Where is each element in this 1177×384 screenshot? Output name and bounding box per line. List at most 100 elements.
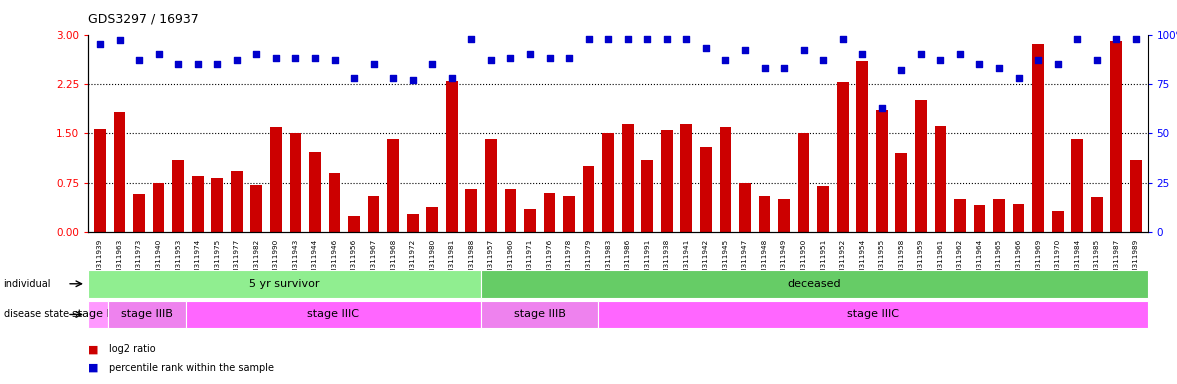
Bar: [212, 178, 224, 232]
Bar: [114, 113, 126, 232]
Bar: [837, 82, 849, 232]
Bar: [1071, 139, 1083, 232]
Bar: [94, 129, 106, 232]
Point: [638, 35, 657, 41]
Bar: [426, 207, 438, 232]
Point: [951, 51, 970, 58]
Point: [306, 55, 325, 61]
Point: [247, 51, 266, 58]
Point: [1088, 57, 1106, 63]
Text: stage IIIB: stage IIIB: [121, 310, 173, 319]
Bar: [465, 189, 477, 232]
Point: [149, 51, 168, 58]
Bar: [172, 160, 184, 232]
Point: [286, 55, 305, 61]
Point: [266, 55, 285, 61]
Bar: [661, 130, 672, 232]
Bar: [1012, 204, 1024, 232]
Point: [501, 55, 520, 61]
Bar: [133, 194, 145, 232]
Text: deceased: deceased: [787, 279, 840, 289]
Point: [990, 65, 1009, 71]
Bar: [700, 147, 712, 232]
Point: [1009, 75, 1028, 81]
Point: [168, 61, 187, 67]
Point: [91, 41, 109, 48]
Bar: [973, 205, 985, 232]
Text: stage IIIC: stage IIIC: [847, 310, 899, 319]
Point: [736, 47, 754, 53]
Point: [833, 35, 852, 41]
Bar: [1091, 197, 1103, 232]
Point: [325, 57, 344, 63]
Point: [756, 65, 774, 71]
Point: [579, 35, 598, 41]
Text: stage IIIC: stage IIIC: [307, 310, 359, 319]
Bar: [231, 171, 242, 232]
Bar: [1130, 160, 1142, 232]
Point: [813, 57, 832, 63]
Bar: [348, 216, 360, 232]
Bar: [524, 209, 536, 232]
Point: [423, 61, 441, 67]
Bar: [387, 139, 399, 232]
Point: [931, 57, 950, 63]
Text: stage IIIB: stage IIIB: [513, 310, 565, 319]
Point: [1029, 57, 1048, 63]
Point: [658, 35, 677, 41]
Bar: [621, 124, 633, 232]
Text: ■: ■: [88, 344, 99, 354]
Point: [443, 75, 461, 81]
Point: [774, 65, 793, 71]
Point: [911, 51, 930, 58]
Point: [599, 35, 618, 41]
Text: disease state: disease state: [4, 310, 68, 319]
Bar: [1110, 41, 1122, 232]
Bar: [857, 61, 869, 232]
Point: [208, 61, 227, 67]
Point: [1126, 35, 1145, 41]
Text: log2 ratio: log2 ratio: [109, 344, 157, 354]
Bar: [798, 134, 810, 232]
Bar: [935, 126, 946, 232]
Point: [520, 51, 539, 58]
Bar: [759, 196, 771, 232]
Bar: [993, 199, 1005, 232]
Bar: [310, 152, 321, 232]
Point: [129, 57, 148, 63]
Bar: [739, 183, 751, 232]
Point: [1106, 35, 1125, 41]
Point: [384, 75, 403, 81]
Point: [188, 61, 207, 67]
Point: [697, 45, 716, 51]
Bar: [290, 134, 301, 232]
Text: GDS3297 / 16937: GDS3297 / 16937: [88, 12, 199, 25]
Bar: [915, 101, 926, 232]
Bar: [270, 127, 281, 232]
Bar: [680, 124, 692, 232]
Bar: [817, 186, 829, 232]
Point: [540, 55, 559, 61]
Point: [404, 77, 423, 83]
Bar: [1032, 45, 1044, 232]
Text: stage IIIA: stage IIIA: [72, 310, 124, 319]
Text: ■: ■: [88, 363, 99, 373]
Bar: [192, 176, 204, 232]
Point: [461, 35, 480, 41]
Bar: [367, 196, 379, 232]
Bar: [778, 199, 790, 232]
Point: [111, 37, 129, 43]
Bar: [641, 160, 653, 232]
Point: [794, 47, 813, 53]
Bar: [446, 81, 458, 232]
Bar: [603, 134, 614, 232]
Point: [1068, 35, 1086, 41]
Point: [1049, 61, 1068, 67]
Text: 5 yr survivor: 5 yr survivor: [250, 279, 320, 289]
Text: individual: individual: [4, 279, 51, 289]
Point: [345, 75, 364, 81]
Bar: [719, 127, 731, 232]
Bar: [544, 193, 556, 232]
Bar: [251, 185, 262, 232]
Point: [559, 55, 578, 61]
